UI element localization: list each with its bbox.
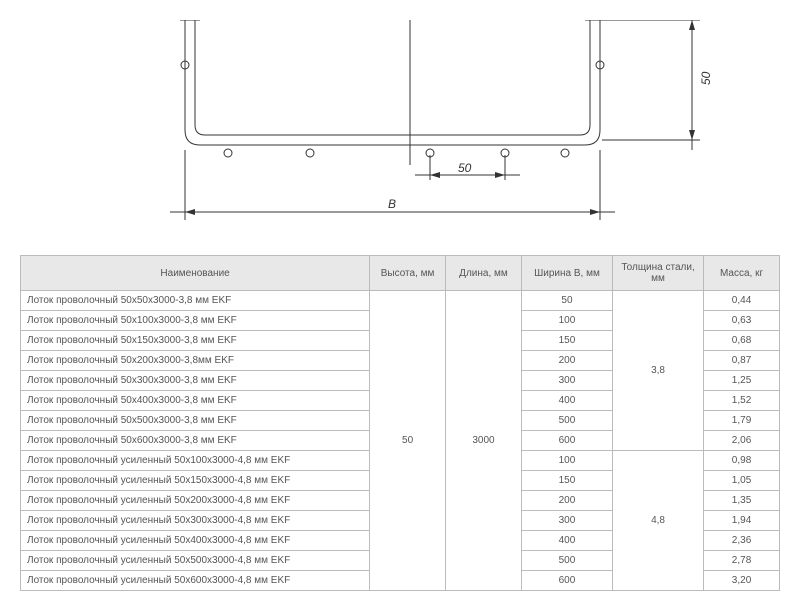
cell-mass: 3,20 xyxy=(704,571,780,591)
table-header-row: Наименование Высота, мм Длина, мм Ширина… xyxy=(21,256,780,291)
dim-width-label: B xyxy=(388,197,396,211)
cell-mass: 0,87 xyxy=(704,351,780,371)
col-m: Масса, кг xyxy=(704,256,780,291)
cell-thickness: 4,8 xyxy=(613,451,704,591)
cell-width: 500 xyxy=(521,411,612,431)
cell-name: Лоток проволочный усиленный 50x600x3000-… xyxy=(21,571,370,591)
cell-width: 200 xyxy=(521,351,612,371)
cell-name: Лоток проволочный 50x400x3000-3,8 мм EKF xyxy=(21,391,370,411)
cell-name: Лоток проволочный усиленный 50x150x3000-… xyxy=(21,471,370,491)
spec-table: Наименование Высота, мм Длина, мм Ширина… xyxy=(20,255,780,591)
cell-name: Лоток проволочный усиленный 50x100x3000-… xyxy=(21,451,370,471)
cell-width: 400 xyxy=(521,531,612,551)
cell-name: Лоток проволочный усиленный 50x300x3000-… xyxy=(21,511,370,531)
cell-mass: 1,25 xyxy=(704,371,780,391)
cell-name: Лоток проволочный 50x100x3000-3,8 мм EKF xyxy=(21,311,370,331)
cell-width: 150 xyxy=(521,471,612,491)
cell-width: 300 xyxy=(521,511,612,531)
cell-height: 50 xyxy=(370,291,446,591)
cell-mass: 0,68 xyxy=(704,331,780,351)
cell-name: Лоток проволочный 50x500x3000-3,8 мм EKF xyxy=(21,411,370,431)
cell-name: Лоток проволочный усиленный 50x400x3000-… xyxy=(21,531,370,551)
cell-thickness: 3,8 xyxy=(613,291,704,451)
cell-name: Лоток проволочный 50x300x3000-3,8 мм EKF xyxy=(21,371,370,391)
cell-mass: 2,06 xyxy=(704,431,780,451)
cell-width: 100 xyxy=(521,311,612,331)
col-h: Высота, мм xyxy=(370,256,446,291)
cell-width: 600 xyxy=(521,431,612,451)
cell-width: 200 xyxy=(521,491,612,511)
technical-drawing: 50 50 B xyxy=(20,20,780,240)
cell-width: 400 xyxy=(521,391,612,411)
table-row: Лоток проволочный 50x50x3000-3,8 мм EKF 5… xyxy=(21,291,780,311)
cell-width: 500 xyxy=(521,551,612,571)
cell-mass: 1,35 xyxy=(704,491,780,511)
cell-mass: 1,94 xyxy=(704,511,780,531)
col-name: Наименование xyxy=(21,256,370,291)
cell-width: 600 xyxy=(521,571,612,591)
cell-mass: 0,63 xyxy=(704,311,780,331)
cell-name: Лоток проволочный усиленный 50x200x3000-… xyxy=(21,491,370,511)
cell-mass: 1,52 xyxy=(704,391,780,411)
cell-width: 150 xyxy=(521,331,612,351)
dim-height-label: 50 xyxy=(699,71,713,85)
cell-length: 3000 xyxy=(446,291,522,591)
cell-mass: 2,36 xyxy=(704,531,780,551)
cell-width: 100 xyxy=(521,451,612,471)
cell-mass: 0,98 xyxy=(704,451,780,471)
cell-name: Лоток проволочный 50x50x3000-3,8 мм EKF xyxy=(21,291,370,311)
col-w: Ширина B, мм xyxy=(521,256,612,291)
cell-width: 50 xyxy=(521,291,612,311)
col-t: Толщина стали, мм xyxy=(613,256,704,291)
cell-mass: 1,79 xyxy=(704,411,780,431)
cell-mass: 2,78 xyxy=(704,551,780,571)
cell-name: Лоток проволочный 50x150x3000-3,8 мм EKF xyxy=(21,331,370,351)
dim-gap-label: 50 xyxy=(458,161,472,175)
cell-mass: 1,05 xyxy=(704,471,780,491)
cell-mass: 0,44 xyxy=(704,291,780,311)
cell-name: Лоток проволочный 50x200x3000-3,8мм EKF xyxy=(21,351,370,371)
cell-name: Лоток проволочный усиленный 50x500x3000-… xyxy=(21,551,370,571)
cell-width: 300 xyxy=(521,371,612,391)
cell-name: Лоток проволочный 50x600x3000-3,8 мм EKF xyxy=(21,431,370,451)
col-l: Длина, мм xyxy=(446,256,522,291)
